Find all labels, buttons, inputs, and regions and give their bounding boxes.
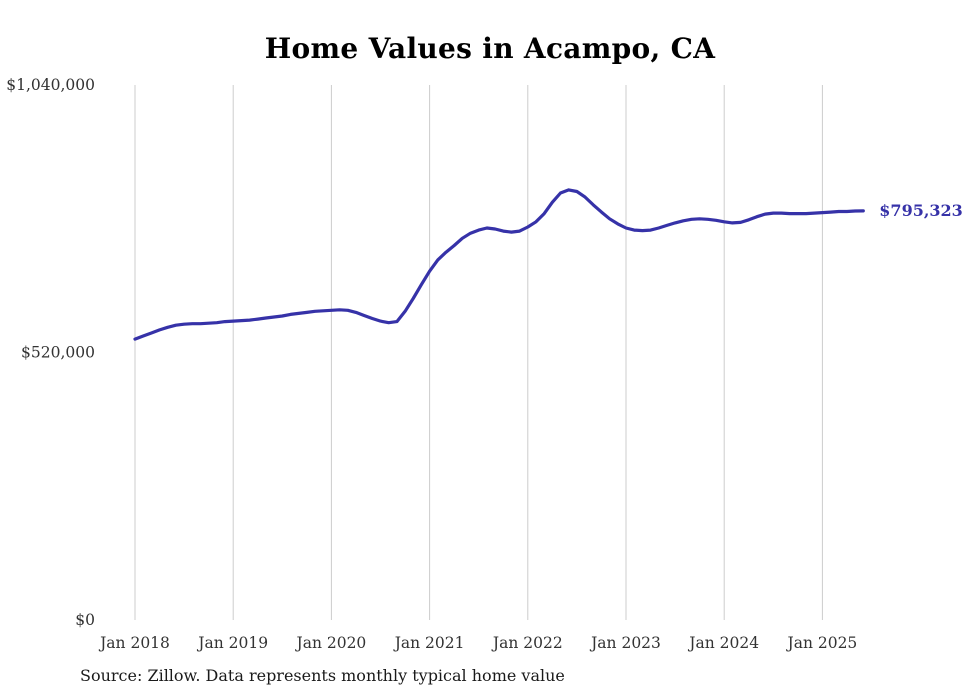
x-axis-tick-label: Jan 2022: [491, 634, 563, 652]
latest-value-label: $795,323: [879, 201, 963, 220]
chart-title: Home Values in Acampo, CA: [264, 32, 716, 65]
x-axis-tick-label: Jan 2020: [294, 634, 366, 652]
y-axis-tick-label: $1,040,000: [6, 76, 95, 94]
x-axis-tick-label: Jan 2021: [393, 634, 465, 652]
y-axis-tick-label: $0: [75, 611, 95, 629]
x-axis-tick-label: Jan 2018: [98, 634, 170, 652]
y-axis-tick-label: $520,000: [21, 344, 95, 362]
source-note: Source: Zillow. Data represents monthly …: [80, 666, 565, 685]
x-axis-tick-label: Jan 2023: [589, 634, 661, 652]
home-value-line-series: [133, 188, 865, 341]
x-axis-tick-label: Jan 2024: [687, 634, 759, 652]
x-axis-tick-label: Jan 2025: [785, 634, 857, 652]
x-axis-tick-label: Jan 2019: [196, 634, 268, 652]
